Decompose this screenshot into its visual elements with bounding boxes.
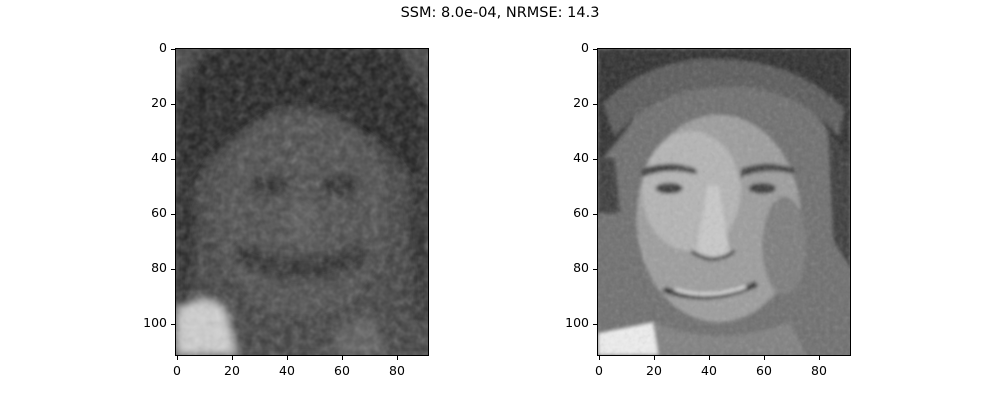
x-tick-label: 20 [224, 363, 240, 378]
x-tick-mark [287, 356, 288, 360]
y-tick-label: 100 [565, 315, 589, 330]
left-image-axes: 0 20 40 60 80 100 0 20 40 60 80 [143, 41, 429, 378]
y-tick-mark [593, 269, 597, 270]
y-tick-label: 0 [159, 40, 167, 55]
y-tick-label: 100 [143, 315, 167, 330]
x-tick-mark [709, 356, 710, 360]
y-tick-label: 20 [151, 95, 167, 110]
y-tick-mark [171, 324, 175, 325]
y-tick-label: 60 [573, 205, 589, 220]
y-tick-mark [593, 159, 597, 160]
x-tick-mark [177, 356, 178, 360]
x-tick-label: 60 [334, 363, 350, 378]
x-tick-mark [397, 356, 398, 360]
reconstructed-face-image [175, 48, 429, 356]
y-tick-label: 60 [151, 205, 167, 220]
x-tick-label: 80 [389, 363, 405, 378]
y-tick-mark [593, 214, 597, 215]
x-tick-label: 20 [646, 363, 662, 378]
x-tick-label: 0 [173, 363, 181, 378]
y-tick-mark [171, 214, 175, 215]
y-tick-mark [171, 159, 175, 160]
y-tick-mark [171, 269, 175, 270]
y-tick-label: 20 [573, 95, 589, 110]
x-tick-mark [599, 356, 600, 360]
figure-title: SSM: 8.0e-04, NRMSE: 14.3 [400, 5, 600, 21]
x-tick-label: 40 [701, 363, 717, 378]
x-tick-mark [764, 356, 765, 360]
x-tick-mark [342, 356, 343, 360]
y-tick-mark [593, 104, 597, 105]
y-tick-label: 40 [573, 150, 589, 165]
x-tick-label: 80 [811, 363, 827, 378]
right-image-axes: 0 20 40 60 80 100 0 20 40 60 80 [565, 41, 851, 378]
y-tick-label: 80 [151, 260, 167, 275]
x-tick-label: 0 [595, 363, 603, 378]
y-tick-mark [593, 49, 597, 50]
original-face-image [597, 48, 851, 356]
x-tick-mark [819, 356, 820, 360]
y-tick-label: 40 [151, 150, 167, 165]
y-tick-label: 80 [573, 260, 589, 275]
y-tick-mark [593, 324, 597, 325]
x-tick-label: 60 [756, 363, 772, 378]
y-tick-mark [171, 104, 175, 105]
y-tick-label: 0 [581, 40, 589, 55]
y-tick-mark [171, 49, 175, 50]
x-tick-mark [232, 356, 233, 360]
x-tick-mark [654, 356, 655, 360]
x-tick-label: 40 [279, 363, 295, 378]
